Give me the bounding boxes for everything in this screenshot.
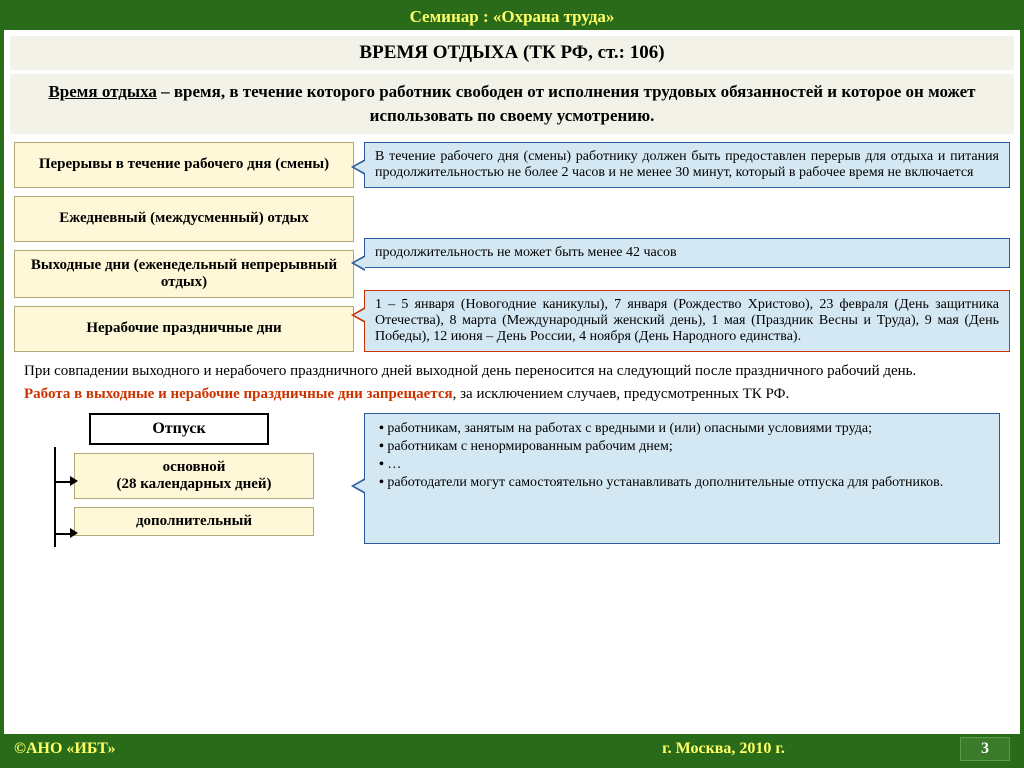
definition-term: Время отдыха	[48, 82, 156, 101]
note-prohibition: Работа в выходные и нерабочие праздничны…	[14, 383, 1010, 407]
row-breaks: Перерывы в течение рабочего дня (смены) …	[14, 142, 1010, 188]
box-daily-rest: Ежедневный (междусменный) отдых	[14, 196, 354, 242]
vacation-section: Отпуск основной (28 календарных дней) до…	[14, 413, 1010, 544]
footer-location: г. Москва, 2010 г.	[487, 740, 960, 758]
tree-line	[54, 447, 56, 547]
vacation-callout: работникам, занятым на работах с вредным…	[364, 413, 1000, 544]
box-weekends: Выходные дни (еженедельный непрерывный о…	[14, 250, 354, 298]
row-daily: Ежедневный (междусменный) отдых	[14, 196, 1010, 242]
page-number: 3	[960, 737, 1010, 761]
arrow-icon	[70, 476, 78, 486]
vacation-main: основной (28 календарных дней)	[74, 453, 314, 499]
vacation-extra: дополнительный	[74, 507, 314, 536]
page-title: ВРЕМЯ ОТДЫХА (ТК РФ, ст.: 106)	[10, 36, 1014, 70]
callout-weekends: продолжительность не может быть менее 42…	[364, 238, 1010, 268]
vacation-header: Отпуск	[89, 413, 269, 445]
prohibition-red: Работа в выходные и нерабочие праздничны…	[24, 386, 453, 402]
list-item: …	[379, 456, 985, 474]
callout-breaks: В течение рабочего дня (смены) работнику…	[364, 142, 1010, 188]
content-area: Перерывы в течение рабочего дня (смены) …	[4, 142, 1020, 544]
arrow-icon	[70, 528, 78, 538]
row-holidays: Нерабочие праздничные дни 1 – 5 января (…	[14, 306, 1010, 352]
definition-text: – время, в течение которого работник сво…	[157, 82, 976, 125]
list-item: работодатели могут самостоятельно устана…	[379, 474, 985, 492]
list-item: работникам, занятым на работах с вредным…	[379, 420, 985, 438]
vacation-list: работникам, занятым на работах с вредным…	[379, 420, 985, 492]
note-transfer: При совпадении выходного и нерабочего пр…	[14, 360, 1010, 384]
vacation-tree: Отпуск основной (28 календарных дней) до…	[24, 413, 334, 544]
box-breaks: Перерывы в течение рабочего дня (смены)	[14, 142, 354, 188]
seminar-header: Семинар : «Охрана труда»	[4, 4, 1020, 30]
list-item: работникам с ненормированным рабочим дне…	[379, 438, 985, 456]
callout-holidays: 1 – 5 января (Новогодние каникулы), 7 ян…	[364, 290, 1010, 352]
definition: Время отдыха – время, в течение которого…	[10, 74, 1014, 134]
prohibition-rest: , за исключением случаев, предусмотренны…	[453, 386, 790, 402]
footer-copyright: ©АНО «ИБТ»	[14, 740, 487, 758]
footer: ©АНО «ИБТ» г. Москва, 2010 г. 3	[4, 734, 1020, 764]
box-holidays: Нерабочие праздничные дни	[14, 306, 354, 352]
